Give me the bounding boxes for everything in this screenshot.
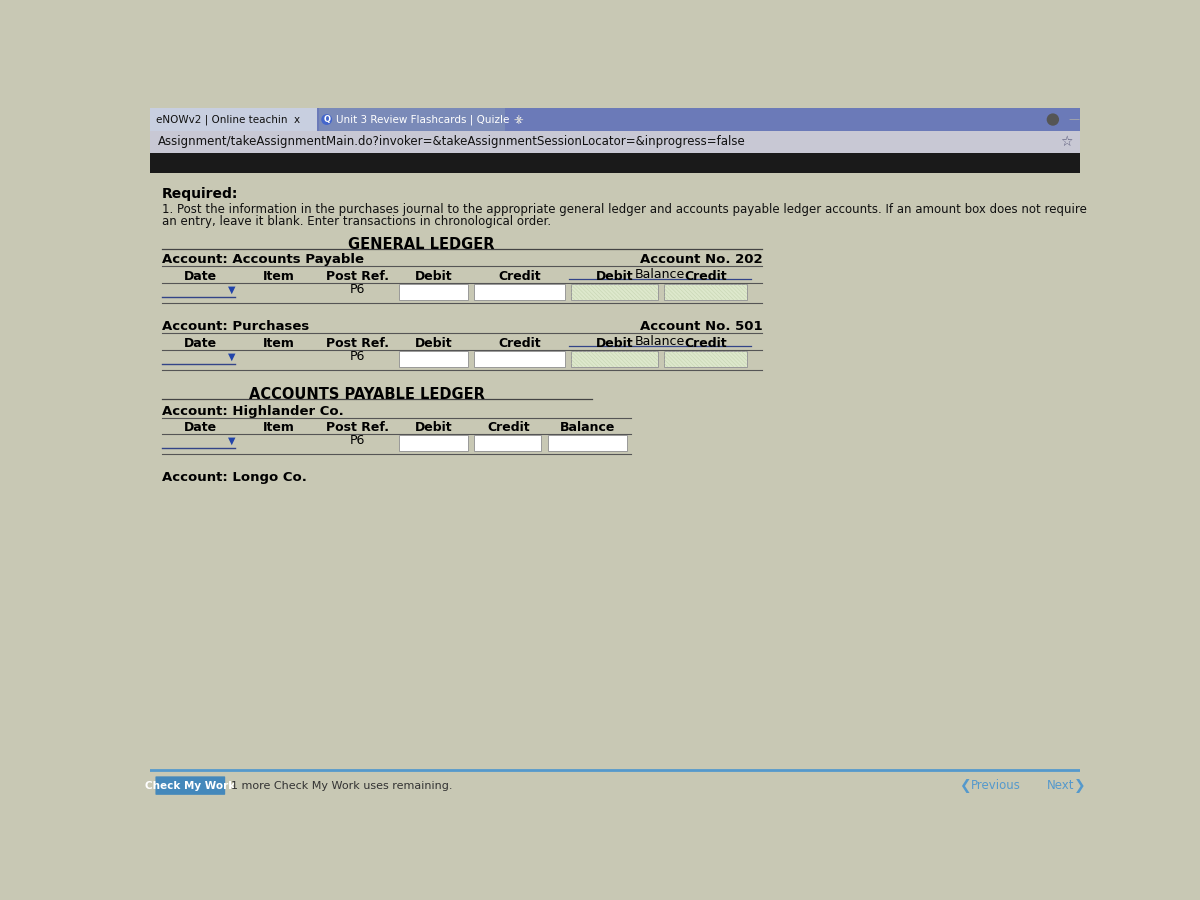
Text: P6: P6 [350,350,365,364]
Bar [150,770,1080,801]
Bar [547,436,626,451]
Text: GENERAL LEDGER: GENERAL LEDGER [348,237,494,252]
Text: P6: P6 [350,284,365,296]
Text: Post Ref.: Post Ref. [326,270,389,283]
FancyBboxPatch shape [156,777,226,795]
Text: Item: Item [263,420,295,434]
Text: Credit: Credit [685,337,727,350]
Bar [150,153,1080,173]
Text: Credit: Credit [499,337,541,350]
Text: Debit: Debit [415,420,452,434]
Text: Debit: Debit [415,270,452,283]
Bar [150,173,1080,770]
Text: Debit: Debit [415,337,452,350]
Text: Balance: Balance [560,420,616,434]
Circle shape [1046,113,1060,126]
Text: an entry, leave it blank. Enter transactions in chronological order.: an entry, leave it blank. Enter transact… [162,215,551,228]
Text: Debit: Debit [596,337,634,350]
Text: Date: Date [184,337,217,350]
Text: Account: Longo Co.: Account: Longo Co. [162,471,306,483]
Bar [664,284,746,300]
Text: P6: P6 [350,434,365,447]
Text: eNOWv2 | Online teachin  x: eNOWv2 | Online teachin x [156,114,300,125]
Bar [398,436,468,451]
Text: Balance: Balance [635,335,685,348]
Text: ▼: ▼ [228,352,235,362]
Bar [474,351,565,366]
Circle shape [322,114,332,125]
Bar [319,108,505,131]
Text: Debit: Debit [596,270,634,283]
Text: Next: Next [1046,779,1074,792]
Text: Balance: Balance [635,268,685,281]
Text: Credit: Credit [487,420,529,434]
Bar [398,351,468,366]
Text: Credit: Credit [685,270,727,283]
Text: Account: Purchases: Account: Purchases [162,320,308,333]
Text: Account: Accounts Payable: Account: Accounts Payable [162,253,364,266]
Text: Previous: Previous [971,779,1021,792]
Text: Check My Work: Check My Work [145,780,235,790]
Bar [150,131,1080,153]
Text: 1 more Check My Work uses remaining.: 1 more Check My Work uses remaining. [230,780,452,790]
Text: Credit: Credit [499,270,541,283]
Text: 1. Post the information in the purchases journal to the appropriate general ledg: 1. Post the information in the purchases… [162,203,1086,217]
Text: Required:: Required: [162,186,238,201]
Bar [571,351,658,366]
Text: ❮: ❮ [960,778,971,793]
Bar [474,284,565,300]
Text: +: + [512,112,524,127]
Text: Post Ref.: Post Ref. [326,337,389,350]
Bar [398,284,468,300]
Bar [571,284,658,300]
Text: Date: Date [184,270,217,283]
Text: Post Ref.: Post Ref. [326,420,389,434]
Text: —: — [1068,114,1080,124]
Text: Item: Item [263,337,295,350]
Text: ☆: ☆ [1061,135,1073,148]
Text: Account: Highlander Co.: Account: Highlander Co. [162,405,343,418]
Text: Q: Q [323,115,330,124]
Text: ▼: ▼ [228,284,235,294]
Bar [150,108,317,131]
Text: ▼: ▼ [228,436,235,446]
Bar [150,108,1080,131]
Bar [664,351,746,366]
Text: Date: Date [184,420,217,434]
Text: ACCOUNTS PAYABLE LEDGER: ACCOUNTS PAYABLE LEDGER [250,387,485,401]
Text: Account No. 202: Account No. 202 [640,253,762,266]
Bar [474,436,541,451]
Text: ❯: ❯ [1074,778,1086,793]
Text: Account No. 501: Account No. 501 [640,320,762,333]
Text: Assignment/takeAssignmentMain.do?invoker=&takeAssignmentSessionLocator=&inprogre: Assignment/takeAssignmentMain.do?invoker… [157,135,745,148]
Text: Unit 3 Review Flashcards | Quizle  x: Unit 3 Review Flashcards | Quizle x [336,114,522,125]
Text: Item: Item [263,270,295,283]
